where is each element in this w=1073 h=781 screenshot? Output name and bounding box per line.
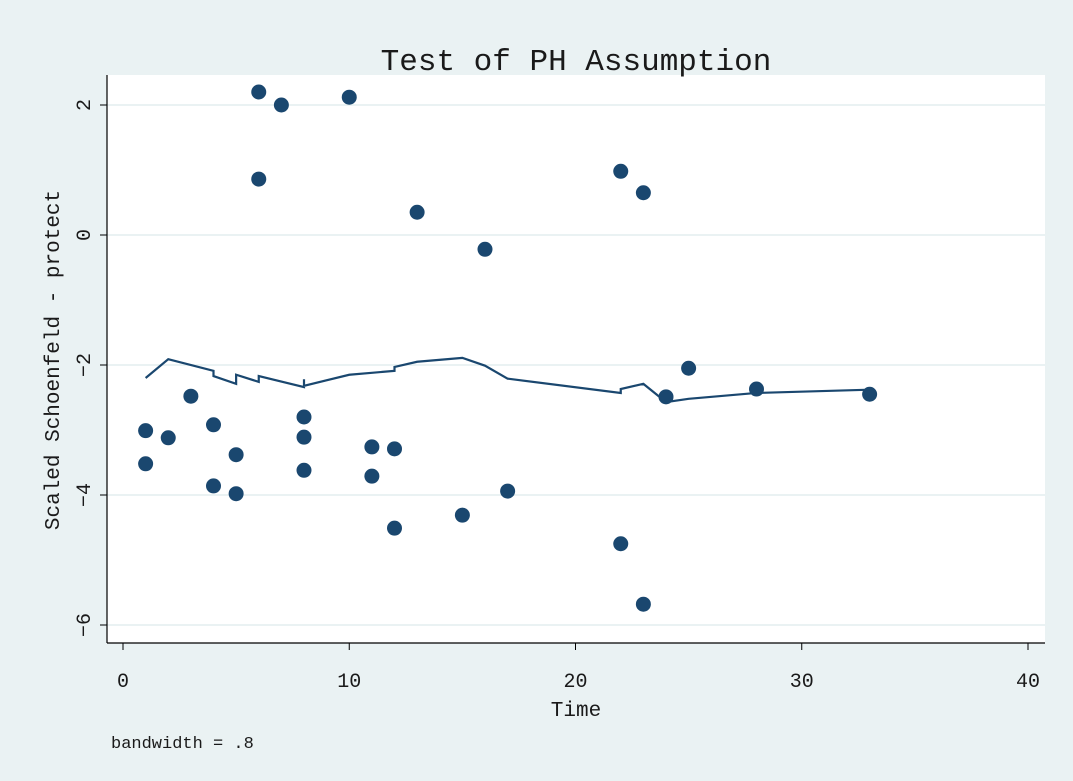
- data-point: [183, 388, 199, 404]
- data-point: [251, 171, 267, 187]
- data-point: [635, 185, 651, 201]
- data-point: [138, 423, 154, 439]
- x-tick-label: 10: [337, 671, 361, 694]
- y-axis-label: Scaled Schoenfeld - protect: [43, 190, 66, 530]
- data-point: [658, 389, 674, 405]
- y-tick-label: 0: [74, 229, 97, 241]
- data-point: [749, 381, 764, 397]
- scatter-points: [138, 84, 878, 612]
- data-point: [613, 163, 629, 179]
- data-point: [454, 507, 470, 523]
- data-point: [296, 409, 312, 425]
- data-point: [613, 536, 629, 552]
- data-point: [635, 596, 651, 612]
- data-point: [273, 97, 289, 113]
- data-point: [206, 417, 221, 433]
- x-tick-label: 30: [790, 671, 814, 694]
- data-point: [500, 483, 516, 499]
- x-tick-label: 0: [117, 671, 129, 694]
- data-point: [228, 447, 244, 463]
- data-point: [296, 462, 312, 478]
- x-axis-label: Time: [551, 700, 601, 723]
- data-point: [296, 429, 312, 445]
- smoothed-line: [144, 356, 870, 404]
- chart-title: Test of PH Assumption: [381, 45, 772, 80]
- data-point: [364, 468, 380, 484]
- data-point: [160, 430, 176, 446]
- gridlines: [107, 104, 1045, 626]
- y-tick-label: −2: [74, 353, 97, 377]
- data-point: [409, 204, 425, 220]
- data-point: [862, 386, 878, 402]
- data-point: [364, 439, 380, 455]
- data-point: [251, 84, 267, 100]
- bandwidth-note: bandwidth = .8: [111, 735, 254, 754]
- x-tick-label: 40: [1016, 671, 1040, 694]
- data-point: [387, 520, 402, 536]
- x-tick-label: 20: [563, 671, 587, 694]
- y-tick-label: −6: [74, 613, 97, 637]
- plot-area: [107, 75, 1045, 643]
- data-point: [681, 360, 697, 376]
- data-point: [387, 441, 402, 457]
- data-point: [477, 241, 493, 257]
- data-point: [138, 456, 154, 472]
- data-point: [341, 89, 357, 105]
- y-tick-label: 2: [74, 99, 97, 111]
- data-point: [206, 478, 221, 494]
- y-tick-label: −4: [74, 483, 97, 507]
- data-point: [228, 486, 244, 502]
